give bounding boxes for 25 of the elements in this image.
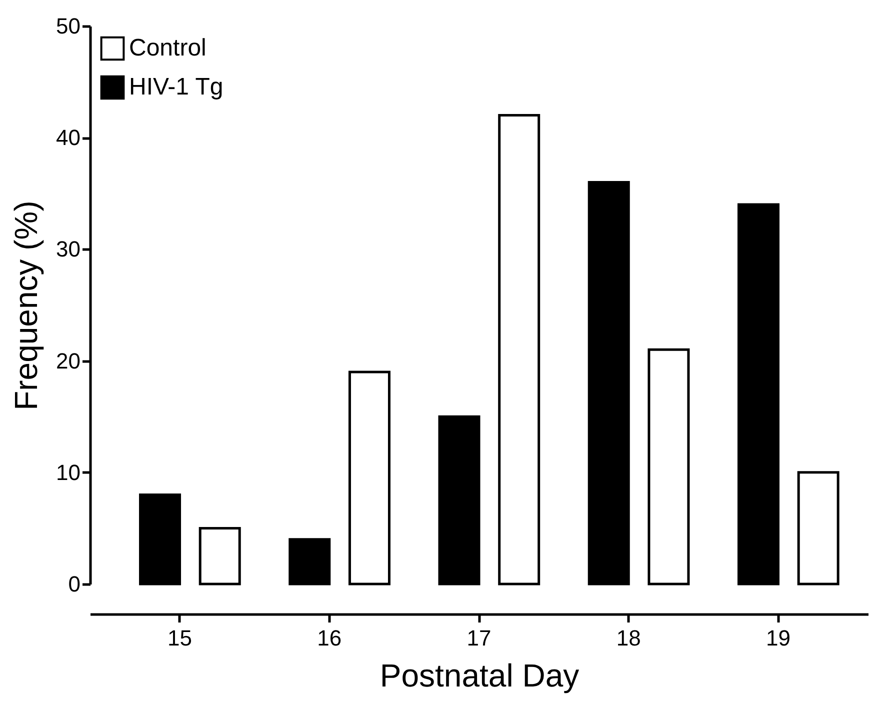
y-tick-label: 10 — [56, 460, 80, 485]
bar — [139, 493, 182, 586]
bar — [588, 180, 630, 586]
y-tick-label: 40 — [56, 125, 80, 150]
x-tick-label: 17 — [466, 626, 492, 650]
legend-label: HIV-1 Tg — [129, 74, 224, 100]
y-tick-label: 50 — [56, 14, 80, 38]
bar — [288, 538, 331, 586]
bar — [348, 370, 390, 586]
bar — [438, 415, 480, 586]
y-tick-label: 20 — [56, 348, 80, 374]
bar — [797, 471, 840, 586]
x-tick-label: 18 — [616, 626, 641, 650]
bar — [648, 348, 690, 586]
y-axis-title: Frequency (%) — [8, 200, 44, 410]
legend-label: Control — [129, 34, 206, 62]
y-tick-label: 30 — [56, 236, 80, 262]
x-axis-title: Postnatal Day — [380, 658, 580, 694]
x-tick-label: 16 — [317, 626, 342, 650]
y-tick-label: 0 — [68, 572, 80, 596]
bar — [737, 203, 780, 586]
x-tick-label: 15 — [168, 626, 192, 650]
x-tick-label: 19 — [766, 626, 790, 650]
bar — [198, 526, 241, 586]
bar — [498, 114, 540, 586]
